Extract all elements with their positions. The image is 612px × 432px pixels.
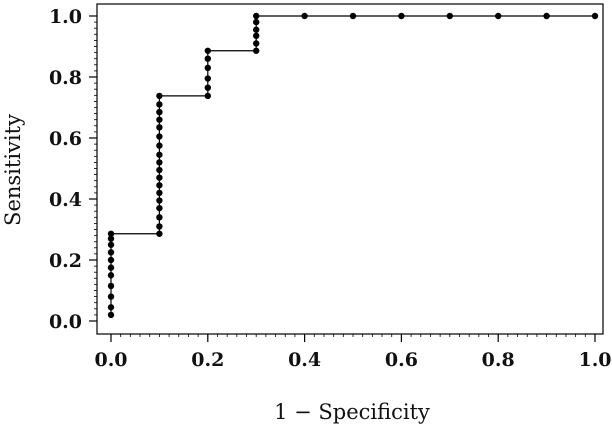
y-axis-title: Sensitivity	[1, 114, 25, 226]
roc-step-line	[110, 15, 595, 315]
roc-point	[204, 64, 211, 72]
roc-point	[204, 75, 211, 82]
roc-point	[495, 12, 502, 20]
plot-frame	[96, 3, 604, 335]
roc-point	[253, 12, 260, 20]
roc-point	[156, 92, 163, 100]
roc-point	[253, 40, 260, 47]
roc-point	[107, 282, 115, 290]
roc-point	[156, 189, 163, 197]
x-tick-label: 1.0	[578, 349, 611, 371]
roc-point	[107, 230, 115, 237]
roc-point	[107, 241, 115, 248]
y-tick-labels: 0.0 0.2 0.4 0.6 0.8 1.0	[49, 6, 82, 333]
major-ticks	[89, 15, 596, 342]
roc-point	[446, 12, 453, 20]
roc-points	[107, 12, 599, 319]
roc-point	[204, 55, 211, 62]
roc-point	[156, 197, 163, 204]
roc-point	[156, 204, 163, 212]
roc-point	[156, 230, 163, 237]
y-tick-label: 0.2	[49, 250, 82, 272]
y-tick-label: 0.8	[49, 67, 82, 89]
roc-point	[107, 256, 115, 264]
x-tick-labels: 0.0 0.2 0.4 0.6 0.8 1.0	[94, 349, 611, 371]
roc-point	[543, 12, 550, 20]
y-tick-label: 0.6	[49, 128, 82, 150]
roc-point	[156, 174, 163, 181]
roc-point	[156, 182, 163, 189]
roc-point	[349, 12, 357, 20]
x-tick-label: 0.0	[94, 349, 127, 371]
roc-point	[107, 304, 115, 311]
roc-point	[204, 47, 211, 54]
roc-point	[156, 142, 163, 149]
y-tick-label: 0.0	[49, 311, 82, 333]
x-tick-label: 0.8	[482, 349, 515, 371]
x-axis-title: 1 − Specificity	[274, 400, 430, 424]
y-tick-label: 1.0	[49, 6, 82, 28]
roc-point	[156, 223, 163, 230]
roc-point	[204, 84, 211, 91]
roc-point	[107, 272, 115, 279]
minor-ticks	[94, 15, 596, 337]
x-tick-label: 0.2	[191, 349, 224, 371]
roc-point	[156, 116, 163, 123]
roc-point	[107, 249, 115, 256]
roc-point	[398, 12, 405, 20]
roc-point	[156, 159, 163, 166]
roc-point	[204, 92, 211, 100]
y-tick-label: 0.4	[49, 189, 82, 211]
roc-point	[107, 264, 115, 271]
roc-point	[253, 47, 260, 54]
roc-point	[156, 151, 163, 158]
roc-point	[107, 293, 115, 300]
roc-point	[156, 124, 163, 131]
roc-point	[156, 101, 163, 108]
roc-point	[253, 32, 260, 40]
roc-point	[253, 26, 260, 33]
roc-point	[156, 166, 163, 174]
roc-point	[107, 311, 115, 319]
x-tick-label: 0.6	[385, 349, 418, 371]
roc-point	[591, 12, 599, 20]
roc-point	[156, 133, 163, 140]
roc-point	[156, 108, 163, 116]
roc-point	[156, 214, 163, 221]
roc-point	[107, 235, 115, 242]
roc-point	[253, 18, 260, 26]
roc-point	[301, 12, 308, 20]
x-tick-label: 0.4	[288, 349, 321, 371]
